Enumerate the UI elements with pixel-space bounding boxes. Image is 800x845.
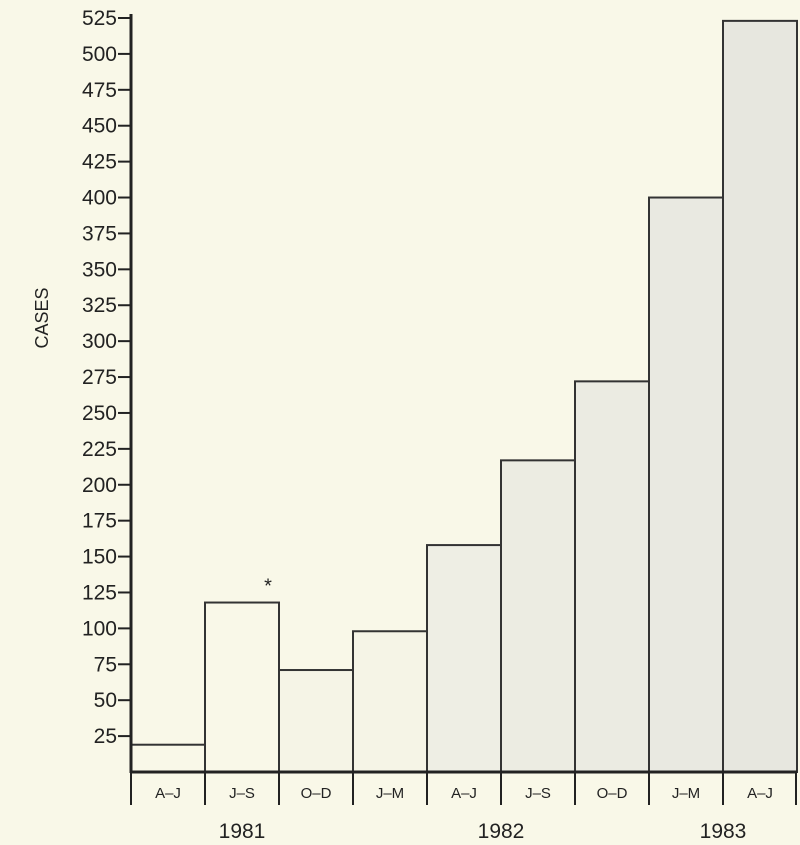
year-group-label: 1981 xyxy=(219,820,266,843)
axes-layer xyxy=(129,14,797,774)
x-category-label: A–J xyxy=(155,785,181,802)
y-tick-label: 125 xyxy=(82,581,117,604)
x-category-label: A–J xyxy=(451,785,477,802)
y-tick-label: 325 xyxy=(82,294,117,317)
y-tick-label: 200 xyxy=(82,474,117,497)
bar xyxy=(278,669,354,773)
y-tick-label: 525 xyxy=(82,7,117,30)
year-group-labels: 1981 1982 1983 xyxy=(219,820,747,843)
year-group-label: 1982 xyxy=(478,820,525,843)
y-tick-label: 225 xyxy=(82,438,117,461)
y-tick-label: 350 xyxy=(82,258,117,281)
y-tick-label: 50 xyxy=(94,689,117,712)
y-tick-label: 100 xyxy=(82,617,117,640)
bars-layer xyxy=(130,19,798,774)
bar-annotation: * xyxy=(264,576,272,598)
bar xyxy=(648,196,724,773)
x-category-labels: A–J J–S O–D J–M A–J J–S O–D J–M A–J xyxy=(130,772,797,805)
y-tick-label: 275 xyxy=(82,366,117,389)
bar xyxy=(722,19,798,774)
y-tick-label: 250 xyxy=(82,402,117,425)
bar xyxy=(574,380,650,773)
x-category-label: J–M xyxy=(672,785,700,802)
y-axis-label: CASES xyxy=(32,287,52,348)
y-tick-label: 425 xyxy=(82,151,117,174)
bar xyxy=(204,601,280,774)
x-category-label: A–J xyxy=(747,785,773,802)
annotations: * xyxy=(264,576,272,598)
y-tick-label: 300 xyxy=(82,330,117,353)
y-tick-label: 75 xyxy=(94,653,117,676)
bar xyxy=(130,743,206,774)
y-tick-label: 25 xyxy=(94,725,117,748)
year-group-label: 1983 xyxy=(700,820,747,843)
bar xyxy=(500,459,576,773)
y-tick-label: 475 xyxy=(82,79,117,102)
y-tick-label: 375 xyxy=(82,222,117,245)
y-tick-label: 450 xyxy=(82,115,117,138)
y-tick-label: 175 xyxy=(82,510,117,533)
x-category-label: J–S xyxy=(229,785,255,802)
y-tick-label: 500 xyxy=(82,43,117,66)
y-ticks: 25 50 75 100 125 150 175 200 225 250 275 300 325 350 3… xyxy=(82,7,131,748)
bar xyxy=(426,544,502,773)
x-category-label: O–D xyxy=(597,785,628,802)
y-tick-label: 400 xyxy=(82,187,117,210)
x-category-label: O–D xyxy=(301,785,332,802)
x-category-label: J–M xyxy=(376,785,404,802)
bar xyxy=(352,630,428,774)
y-tick-label: 150 xyxy=(82,546,117,569)
x-category-label: J–S xyxy=(525,785,551,802)
